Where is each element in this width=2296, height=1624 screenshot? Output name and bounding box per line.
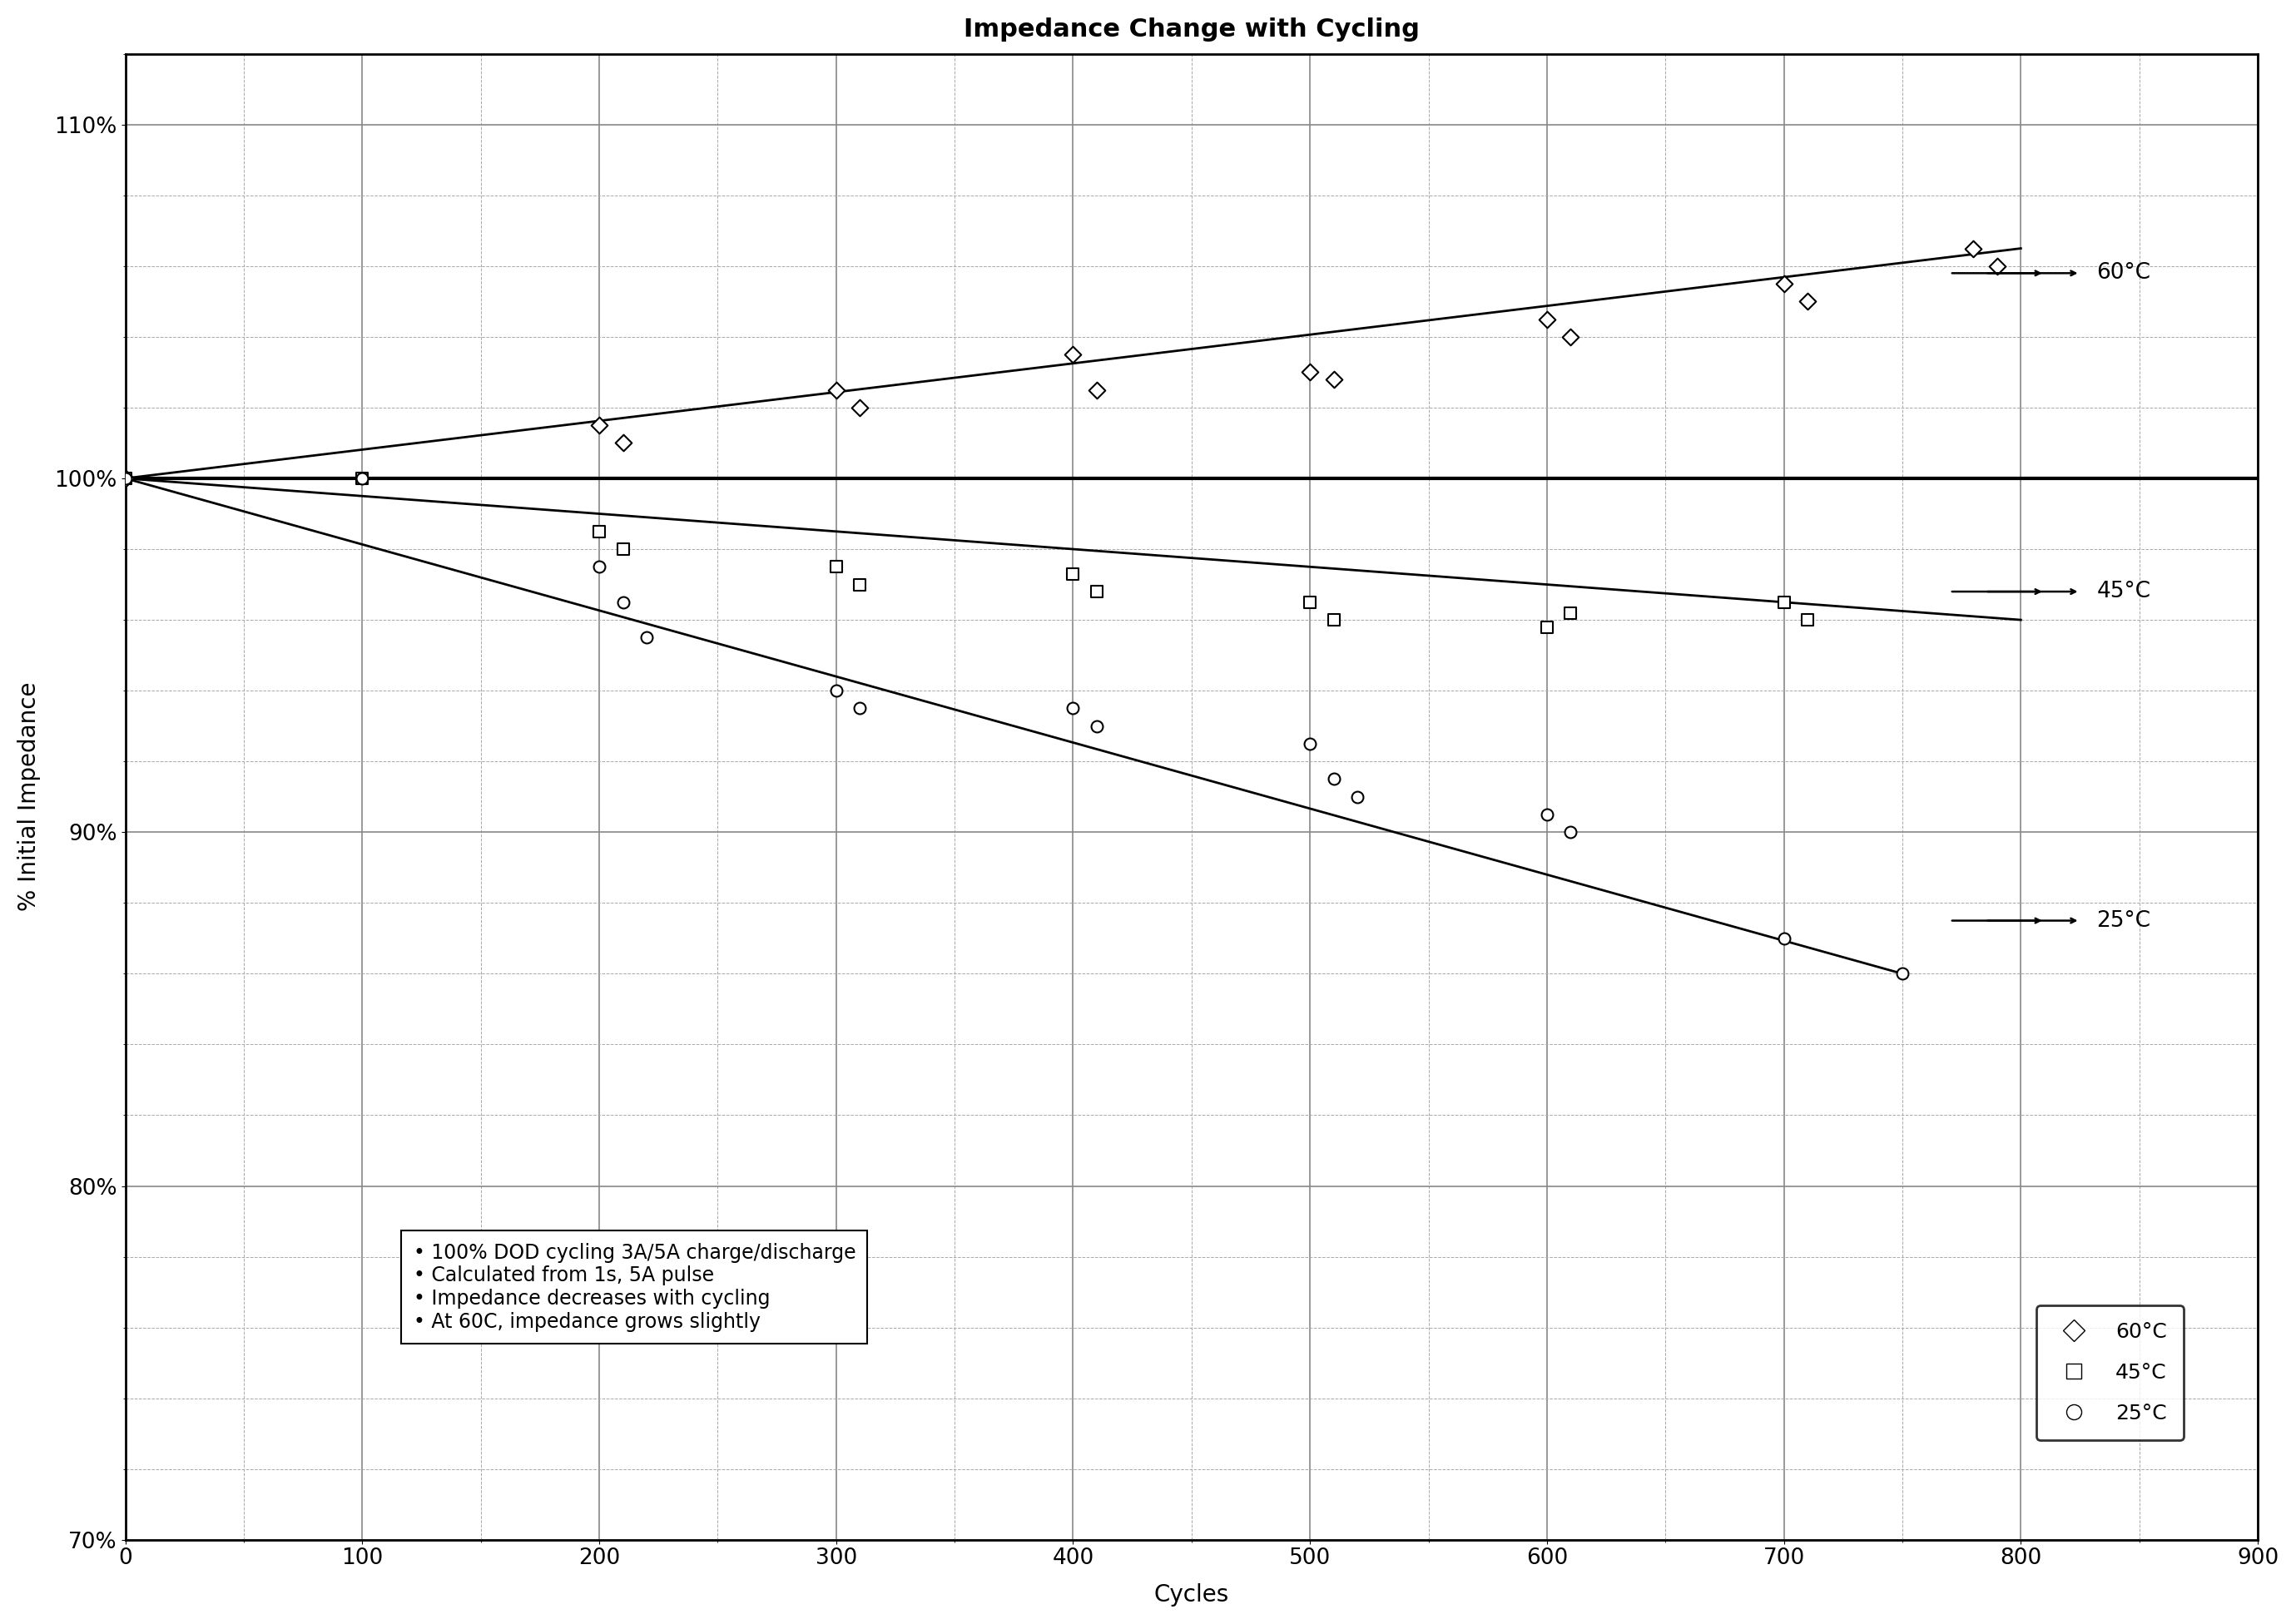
Point bbox=[581, 412, 618, 438]
Point bbox=[1979, 253, 2016, 279]
Point bbox=[1293, 731, 1329, 757]
Point bbox=[1552, 818, 1589, 844]
Y-axis label: % Initial Impedance: % Initial Impedance bbox=[18, 682, 41, 911]
X-axis label: Cycles: Cycles bbox=[1155, 1583, 1228, 1606]
Point bbox=[108, 466, 145, 492]
Point bbox=[1293, 590, 1329, 615]
Point bbox=[1766, 271, 1802, 297]
Point bbox=[840, 695, 877, 721]
Point bbox=[604, 430, 641, 456]
Point bbox=[1339, 784, 1375, 810]
Point bbox=[840, 572, 877, 598]
Text: 45°C: 45°C bbox=[2096, 581, 2151, 603]
Point bbox=[840, 395, 877, 421]
Point bbox=[604, 536, 641, 562]
Point bbox=[1956, 235, 1993, 261]
Point bbox=[604, 590, 641, 615]
Point bbox=[108, 466, 145, 492]
Point bbox=[1316, 767, 1352, 793]
Point bbox=[1789, 607, 1825, 633]
Point bbox=[1054, 560, 1091, 586]
Point bbox=[1766, 926, 1802, 952]
Point bbox=[1529, 614, 1566, 640]
Point bbox=[817, 677, 854, 703]
Point bbox=[581, 554, 618, 580]
Point bbox=[817, 554, 854, 580]
Point bbox=[817, 377, 854, 403]
Point bbox=[1293, 359, 1329, 385]
Text: • 100% DOD cycling 3A/5A charge/discharge
• Calculated from 1s, 5A pulse
• Imped: • 100% DOD cycling 3A/5A charge/discharg… bbox=[413, 1242, 856, 1332]
Point bbox=[1789, 289, 1825, 315]
Point bbox=[108, 466, 145, 492]
Point bbox=[1079, 713, 1116, 739]
Text: 25°C: 25°C bbox=[2096, 909, 2151, 932]
Point bbox=[581, 518, 618, 544]
Point bbox=[1529, 307, 1566, 333]
Point bbox=[1552, 323, 1589, 349]
Point bbox=[1054, 695, 1091, 721]
Point bbox=[1079, 377, 1116, 403]
Point bbox=[1766, 590, 1802, 615]
Title: Impedance Change with Cycling: Impedance Change with Cycling bbox=[964, 18, 1419, 42]
Point bbox=[344, 466, 381, 492]
Point bbox=[629, 625, 666, 651]
Point bbox=[344, 466, 381, 492]
Text: 60°C: 60°C bbox=[2096, 263, 2151, 284]
Point bbox=[1885, 961, 1922, 987]
Point bbox=[1054, 341, 1091, 367]
Point bbox=[1079, 578, 1116, 604]
Point bbox=[1552, 599, 1589, 625]
Legend: 60°C, 45°C, 25°C: 60°C, 45°C, 25°C bbox=[2037, 1306, 2183, 1440]
Point bbox=[1529, 802, 1566, 828]
Point bbox=[1316, 367, 1352, 393]
Point bbox=[1316, 607, 1352, 633]
